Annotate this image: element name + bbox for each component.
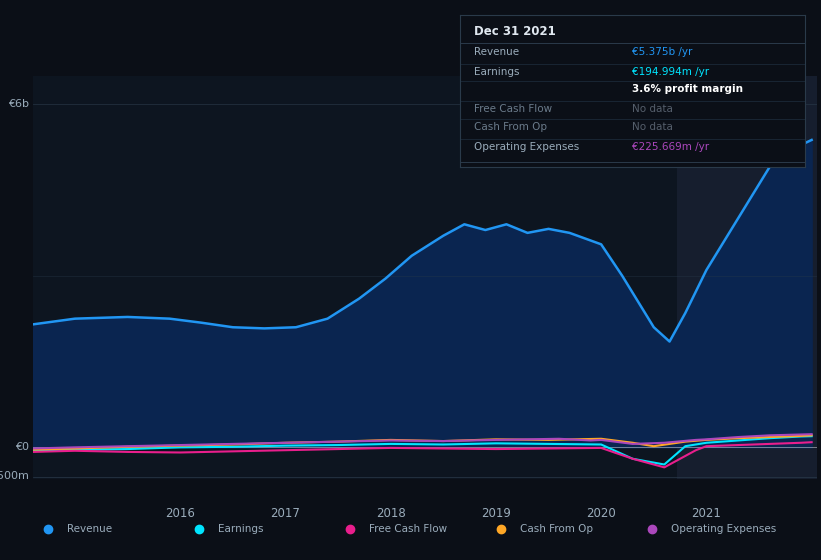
Text: -€500m: -€500m — [0, 471, 29, 481]
Text: 2021: 2021 — [691, 507, 722, 520]
Text: No data: No data — [632, 104, 673, 114]
Text: 3.6% profit margin: 3.6% profit margin — [632, 84, 744, 94]
Text: €6b: €6b — [8, 99, 29, 109]
Bar — [677, 76, 817, 479]
Text: Earnings: Earnings — [474, 67, 520, 77]
Text: €0: €0 — [15, 442, 29, 452]
Text: Operating Expenses: Operating Expenses — [474, 142, 579, 152]
Text: Operating Expenses: Operating Expenses — [671, 524, 777, 534]
Text: Cash From Op: Cash From Op — [520, 524, 593, 534]
Text: 2017: 2017 — [270, 507, 300, 520]
Text: 2016: 2016 — [165, 507, 195, 520]
Text: No data: No data — [632, 122, 673, 132]
Text: Free Cash Flow: Free Cash Flow — [474, 104, 552, 114]
Text: Revenue: Revenue — [67, 524, 112, 534]
Text: €225.669m /yr: €225.669m /yr — [632, 142, 709, 152]
Text: 2020: 2020 — [586, 507, 616, 520]
Text: €194.994m /yr: €194.994m /yr — [632, 67, 709, 77]
Text: Dec 31 2021: Dec 31 2021 — [474, 25, 556, 38]
Text: Free Cash Flow: Free Cash Flow — [369, 524, 447, 534]
Text: €5.375b /yr: €5.375b /yr — [632, 47, 693, 57]
Text: Earnings: Earnings — [218, 524, 264, 534]
Text: Cash From Op: Cash From Op — [474, 122, 547, 132]
Text: 2019: 2019 — [481, 507, 511, 520]
Text: 2018: 2018 — [376, 507, 406, 520]
Text: Revenue: Revenue — [474, 47, 519, 57]
